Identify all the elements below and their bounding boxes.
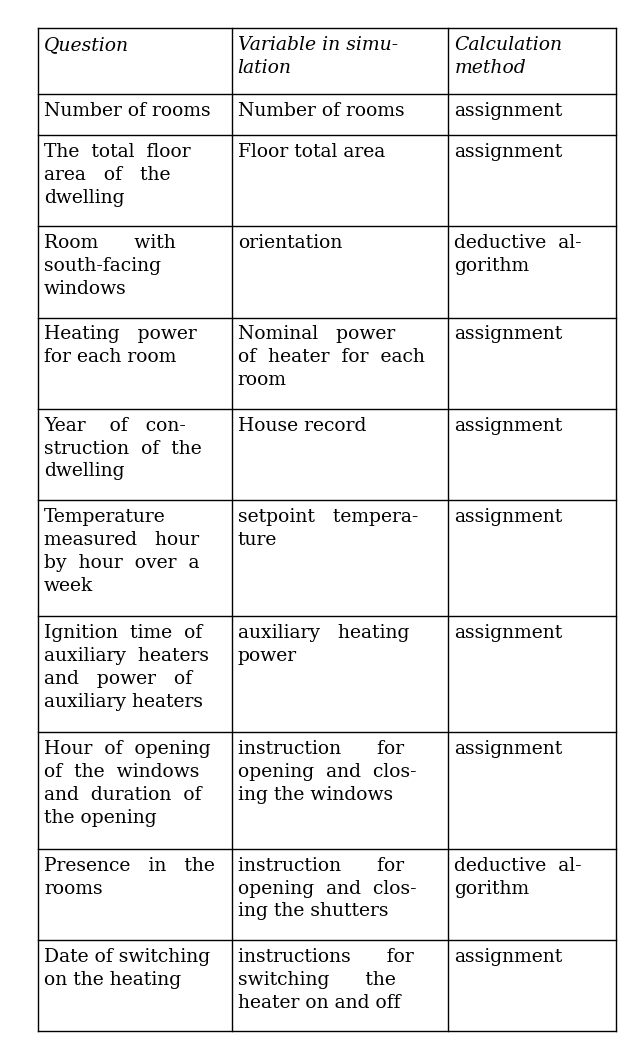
Text: instruction      for
opening  and  clos-
ing the windows: instruction for opening and clos- ing th… [237, 740, 416, 804]
Text: setpoint   tempera-
ture: setpoint tempera- ture [237, 508, 418, 549]
Text: Ignition  time  of
auxiliary  heaters
and   power   of
auxiliary heaters: Ignition time of auxiliary heaters and p… [44, 625, 209, 711]
Text: assignment: assignment [454, 143, 563, 161]
Text: Question: Question [44, 36, 129, 54]
Text: assignment: assignment [454, 416, 563, 435]
Text: deductive  al-
gorithm: deductive al- gorithm [454, 857, 582, 897]
Text: assignment: assignment [454, 326, 563, 344]
Text: Number of rooms: Number of rooms [237, 102, 404, 120]
Text: Hour  of  opening
of  the  windows
and  duration  of
the opening: Hour of opening of the windows and durat… [44, 740, 211, 827]
Text: Variable in simu-
lation: Variable in simu- lation [237, 36, 397, 77]
Text: Heating   power
for each room: Heating power for each room [44, 326, 196, 366]
Text: Floor total area: Floor total area [237, 143, 385, 161]
Text: assignment: assignment [454, 625, 563, 642]
Text: Temperature
measured   hour
by  hour  over  a
week: Temperature measured hour by hour over a… [44, 508, 200, 594]
Text: instructions      for
switching      the
heater on and off: instructions for switching the heater on… [237, 947, 413, 1012]
Text: Year    of   con-
struction  of  the
dwelling: Year of con- struction of the dwelling [44, 416, 202, 481]
Text: Calculation
method: Calculation method [454, 36, 563, 77]
Text: assignment: assignment [454, 102, 563, 120]
Text: Date of switching
on the heating: Date of switching on the heating [44, 947, 210, 989]
Text: Nominal   power
of  heater  for  each
room: Nominal power of heater for each room [237, 326, 424, 389]
Text: House record: House record [237, 416, 366, 435]
Text: Number of rooms: Number of rooms [44, 102, 211, 120]
Text: The  total  floor
area   of   the
dwelling: The total floor area of the dwelling [44, 143, 191, 207]
Text: Room      with
south-facing
windows: Room with south-facing windows [44, 234, 176, 298]
Text: deductive  al-
gorithm: deductive al- gorithm [454, 234, 582, 275]
Text: assignment: assignment [454, 740, 563, 758]
Text: orientation: orientation [237, 234, 342, 252]
Text: auxiliary   heating
power: auxiliary heating power [237, 625, 409, 665]
Text: assignment: assignment [454, 508, 563, 526]
Text: Presence   in   the
rooms: Presence in the rooms [44, 857, 215, 897]
Text: instruction      for
opening  and  clos-
ing the shutters: instruction for opening and clos- ing th… [237, 857, 416, 920]
Text: assignment: assignment [454, 947, 563, 966]
